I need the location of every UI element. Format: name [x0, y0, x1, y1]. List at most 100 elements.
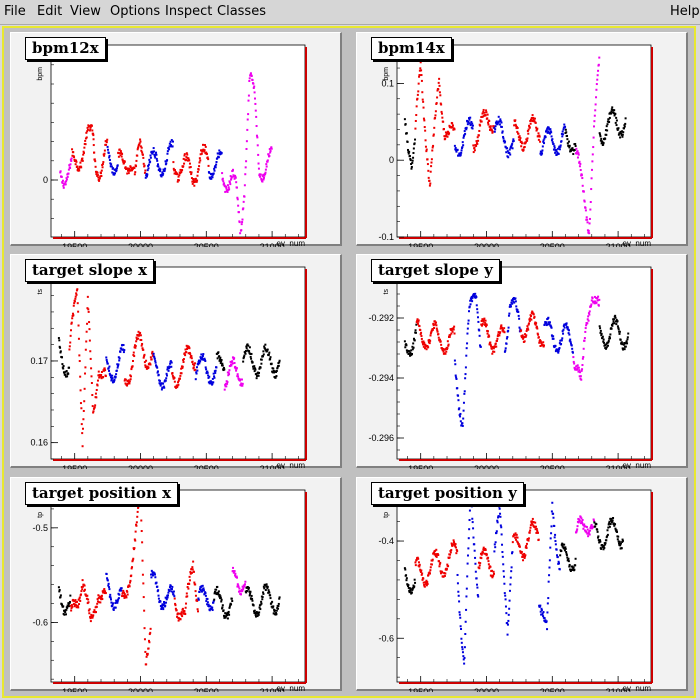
menu-file[interactable]: File	[4, 4, 26, 19]
data-point	[161, 174, 164, 177]
data-point	[469, 303, 472, 306]
data-point	[571, 347, 574, 350]
pad-title[interactable]: target position y	[371, 482, 524, 505]
data-point	[550, 326, 553, 329]
data-point	[586, 322, 589, 325]
menu-help[interactable]: Help	[670, 4, 700, 19]
data-point	[616, 530, 619, 533]
data-point	[160, 388, 163, 391]
pad-title[interactable]: target slope y	[371, 259, 500, 282]
data-point	[553, 145, 556, 148]
data-point	[164, 604, 167, 607]
pad-title[interactable]: bpm14x	[371, 37, 452, 60]
data-point	[569, 338, 572, 341]
pad-target-slope-y[interactable]: ts 19500 20000 20500 21000 ev_num -0.296 -0.294…	[356, 254, 688, 469]
data-point	[247, 113, 250, 116]
data-point	[209, 605, 212, 608]
data-point	[116, 363, 119, 366]
data-point	[482, 108, 485, 111]
menu-edit[interactable]: Edit	[37, 4, 63, 19]
data-point	[87, 308, 90, 311]
data-point	[508, 305, 511, 308]
data-point	[422, 106, 425, 109]
data-point	[103, 149, 106, 152]
data-point	[476, 136, 479, 139]
data-point	[465, 128, 468, 131]
data-point	[460, 637, 463, 640]
data-point	[538, 135, 541, 138]
menu-classes[interactable]: Classes	[217, 4, 266, 19]
data-point	[580, 174, 583, 177]
data-point	[186, 153, 189, 156]
root-canvas[interactable]: bpm 19500 20000 20500 21000 ev_num 0 bpm12x bp…	[2, 26, 696, 698]
data-point	[183, 153, 186, 156]
data-point	[531, 120, 534, 123]
data-point	[487, 560, 490, 563]
data-point	[184, 348, 187, 351]
data-point	[130, 574, 133, 577]
data-point	[107, 584, 110, 587]
data-point	[133, 538, 136, 541]
data-point	[606, 123, 609, 126]
menu-inspect[interactable]: Inspect	[165, 4, 213, 19]
data-point	[619, 338, 622, 341]
data-point	[560, 550, 563, 553]
data-point	[135, 165, 138, 168]
menu-options[interactable]: Options	[110, 4, 161, 19]
data-point	[143, 638, 146, 641]
pad-target-slope-x[interactable]: ts19500200002050021000ev_num0.160.170.18…	[10, 254, 342, 469]
data-point	[200, 590, 203, 593]
data-point	[447, 343, 450, 346]
data-point	[539, 604, 542, 607]
data-point	[537, 135, 540, 138]
pad-title[interactable]: target slope x	[25, 259, 155, 282]
data-point	[427, 346, 430, 349]
data-point	[196, 369, 199, 372]
data-point	[237, 204, 240, 207]
data-point	[468, 117, 471, 120]
data-point	[59, 346, 62, 349]
menu-view[interactable]: View	[70, 4, 101, 19]
pad-bpm14x[interactable]: bpm 19500 20000 20500 21000 ev_num -0.1 0 0.1 bp…	[356, 32, 688, 247]
data-point	[617, 328, 620, 331]
data-point	[205, 152, 208, 155]
data-point	[168, 586, 171, 589]
data-point	[134, 344, 137, 347]
data-point	[460, 151, 463, 154]
data-point	[610, 327, 613, 330]
pad-bpm12x[interactable]: bpm 19500 20000 20500 21000 ev_num 0 bpm12x	[10, 32, 342, 247]
pad-title[interactable]: target position x	[25, 482, 179, 505]
pad-target-position-y[interactable]: tp 19500 20000 20500 21000 ev_num -0.6 -0.4 tar…	[356, 477, 688, 692]
data-point	[108, 156, 111, 159]
data-point	[103, 152, 106, 155]
data-point	[143, 361, 146, 364]
pad-target-position-x[interactable]: tp 19500 20000 20500 21000 ev_num -0.6 -0.5 tar…	[10, 477, 342, 692]
data-point	[583, 523, 586, 526]
data-point	[407, 584, 410, 587]
data-point	[436, 329, 439, 332]
data-point	[140, 149, 143, 152]
data-point	[586, 532, 589, 535]
data-point	[541, 613, 544, 616]
data-point	[579, 162, 582, 165]
data-point	[263, 174, 266, 177]
data-point	[559, 145, 562, 148]
data-point	[461, 646, 464, 649]
data-point	[533, 315, 536, 318]
pad-title[interactable]: bpm12x	[25, 37, 106, 60]
data-point	[475, 296, 478, 299]
data-point	[493, 350, 496, 353]
data-point	[278, 361, 281, 364]
data-point	[241, 585, 244, 588]
data-point	[610, 519, 613, 522]
data-point	[163, 602, 166, 605]
data-point	[219, 356, 222, 359]
data-point	[195, 371, 198, 374]
data-point	[166, 152, 169, 155]
data-point	[410, 349, 413, 352]
data-point	[523, 557, 526, 560]
data-point	[420, 331, 423, 334]
data-point	[427, 574, 430, 577]
data-point	[183, 162, 186, 165]
